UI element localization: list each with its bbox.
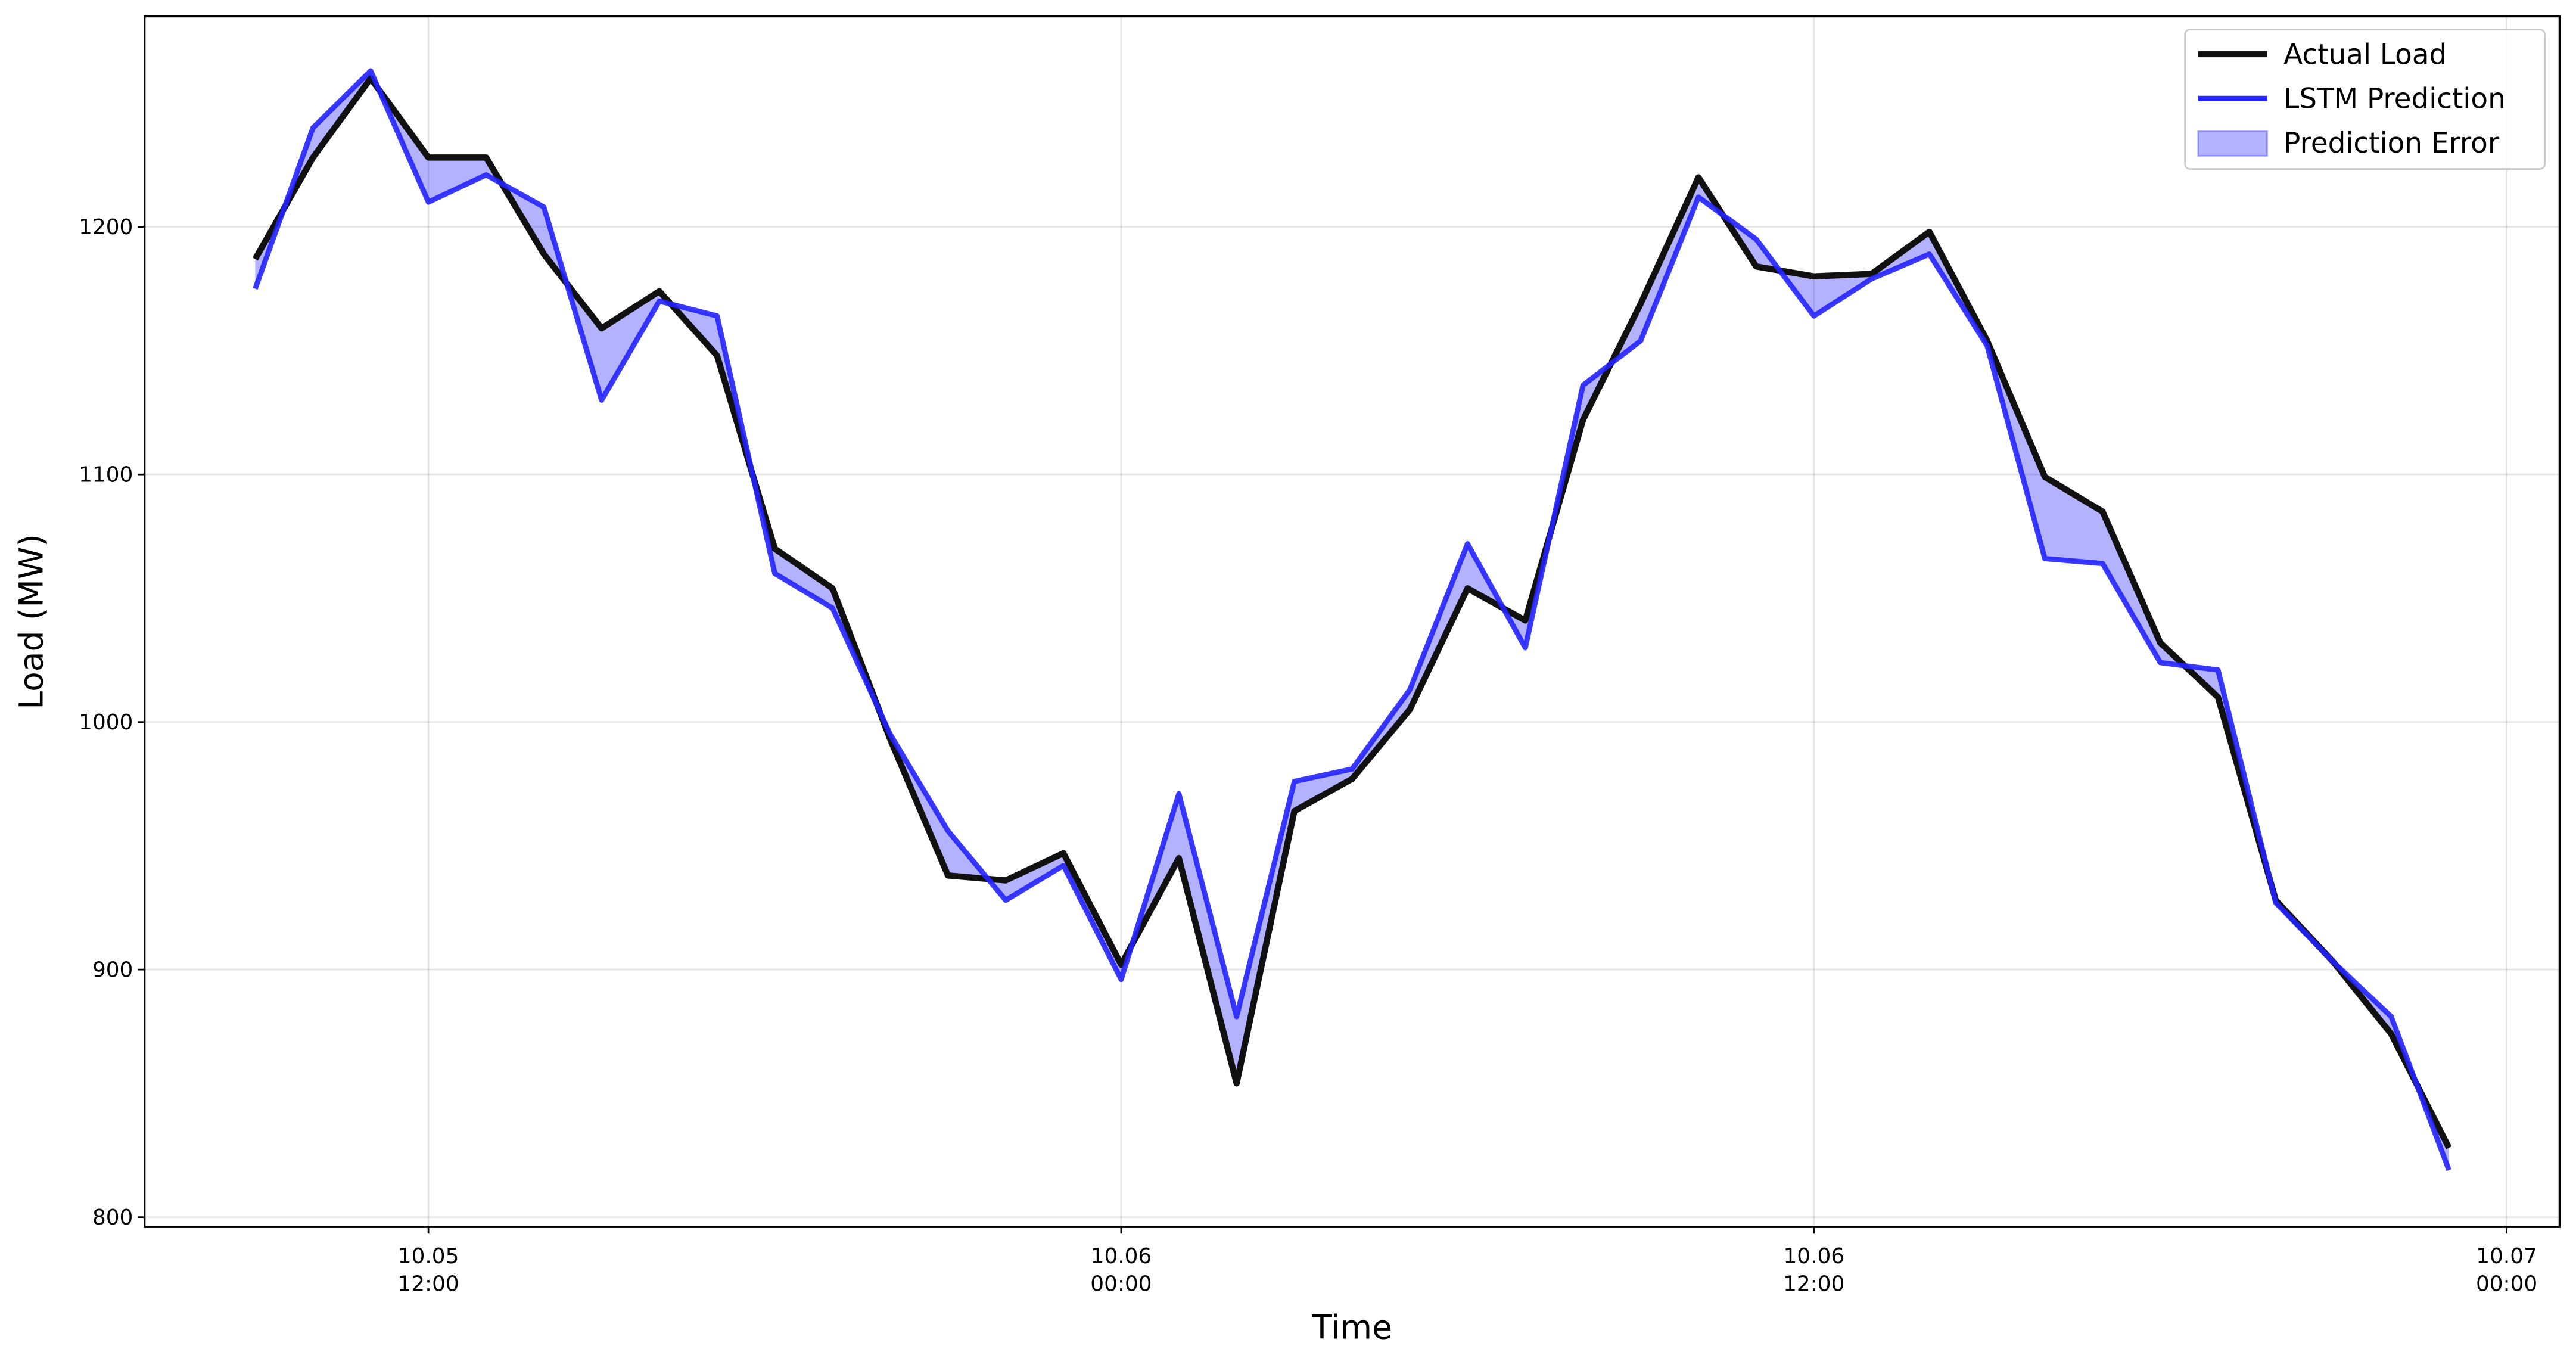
y-tick-label: 900 — [92, 958, 133, 983]
legend-box — [2184, 29, 2546, 170]
x-tick-label-line: 10.06 — [1783, 1244, 1844, 1269]
y-tick-label: 1100 — [79, 463, 133, 487]
x-tick-label-line: 10.05 — [398, 1244, 459, 1269]
y-tick-label: 800 — [92, 1205, 133, 1230]
x-tick-label-line: 00:00 — [2476, 1272, 2537, 1297]
x-tick-label: 10.05 12:00 — [397, 1244, 459, 1297]
legend-label: LSTM Prediction — [2283, 83, 2506, 116]
plot-frame — [144, 15, 2561, 1228]
y-tick-label: 1000 — [79, 710, 133, 735]
series-line — [252, 75, 2452, 1149]
x-tick-label-line: 10.07 — [2476, 1244, 2537, 1269]
legend-swatch — [2197, 130, 2268, 157]
legend-label: Prediction Error — [2283, 128, 2500, 160]
x-tick-label: 10.06 12:00 — [1783, 1244, 1844, 1297]
error-area — [255, 70, 2449, 1170]
legend-label: Actual Load — [2283, 39, 2447, 71]
x-axis-label: Time — [1311, 1309, 1392, 1347]
x-tick-label: 10.06 00:00 — [1090, 1244, 1152, 1297]
y-tick-label: 1200 — [79, 215, 133, 240]
series-line — [253, 68, 2451, 1171]
x-tick-label-line: 10.06 — [1091, 1244, 1152, 1269]
x-tick-label: 10.07 00:00 — [2476, 1244, 2537, 1297]
x-tick-label-line: 12:00 — [397, 1272, 459, 1297]
x-tick-label-line: 00:00 — [1090, 1272, 1152, 1297]
x-tick-label-line: 12:00 — [1783, 1272, 1844, 1297]
y-axis-label: Load (MW) — [13, 534, 51, 709]
